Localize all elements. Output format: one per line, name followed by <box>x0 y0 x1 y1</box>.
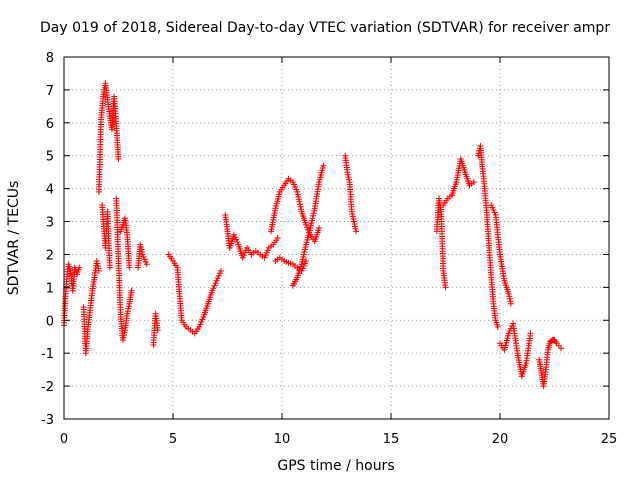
series-s15 <box>440 156 477 209</box>
y-tick-label: -3 <box>41 413 54 428</box>
series-markers <box>135 241 150 271</box>
series-s4 <box>113 195 135 343</box>
series-s14 <box>433 195 449 291</box>
series-markers <box>342 152 360 235</box>
series-markers <box>113 195 135 343</box>
series-s1 <box>80 258 102 357</box>
series-s17 <box>488 202 514 307</box>
series-markers <box>440 156 477 209</box>
y-tick-label: 1 <box>46 281 54 296</box>
series-s5 <box>117 215 133 271</box>
y-tick-label: 2 <box>46 248 54 263</box>
y-axis-label: SDTVAR / TECUs <box>6 181 22 296</box>
y-tick-label: -2 <box>41 380 54 395</box>
series-s2 <box>95 80 122 195</box>
series-s6 <box>135 241 150 271</box>
series-s13 <box>342 152 360 235</box>
series-markers <box>165 251 224 337</box>
x-tick-label: 10 <box>274 432 291 447</box>
series-markers <box>536 337 564 390</box>
data-series <box>61 80 564 390</box>
series-s9 <box>222 212 281 261</box>
x-axis-label: GPS time / hours <box>277 458 394 474</box>
series-markers <box>99 202 113 271</box>
x-tick-labels: 0 5 10 15 20 25 <box>60 57 617 447</box>
grid-lines <box>64 57 609 419</box>
x-tick-label: 5 <box>169 432 177 447</box>
series-s16 <box>475 142 501 330</box>
series-markers <box>222 212 281 261</box>
series-markers <box>95 80 122 195</box>
y-tick-label: 7 <box>46 84 54 99</box>
series-s7 <box>150 310 161 348</box>
y-tick-label: 0 <box>46 314 54 329</box>
series-markers <box>117 215 133 271</box>
series-markers <box>488 202 514 307</box>
plot-frame <box>63 56 610 420</box>
chart-title: Day 019 of 2018, Sidereal Day-to-day VTE… <box>40 20 610 36</box>
series-markers <box>150 310 161 348</box>
series-markers <box>475 142 501 330</box>
x-tick-label: 25 <box>601 432 618 447</box>
y-tick-label: 6 <box>46 117 54 132</box>
series-markers <box>289 162 327 289</box>
x-tick-label: 20 <box>492 432 509 447</box>
series-s18 <box>497 320 534 380</box>
series-markers <box>433 195 449 291</box>
y-tick-label: 8 <box>46 51 54 66</box>
series-markers <box>497 320 534 380</box>
y-tick-label: 3 <box>46 216 54 231</box>
series-markers <box>268 175 323 245</box>
series-markers <box>80 258 102 357</box>
series-s3 <box>99 202 113 271</box>
x-tick-label: 15 <box>383 432 400 447</box>
y-tick-labels: -3 -2 -1 0 1 2 3 4 5 6 7 8 <box>41 51 609 428</box>
x-tick-label: 0 <box>60 432 68 447</box>
series-s10 <box>268 175 323 245</box>
y-tick-label: -1 <box>41 347 54 362</box>
series-s8 <box>165 251 224 337</box>
y-tick-label: 5 <box>46 150 54 165</box>
y-tick-label: 4 <box>46 183 54 198</box>
series-s19 <box>536 337 564 390</box>
series-s12 <box>289 162 327 289</box>
